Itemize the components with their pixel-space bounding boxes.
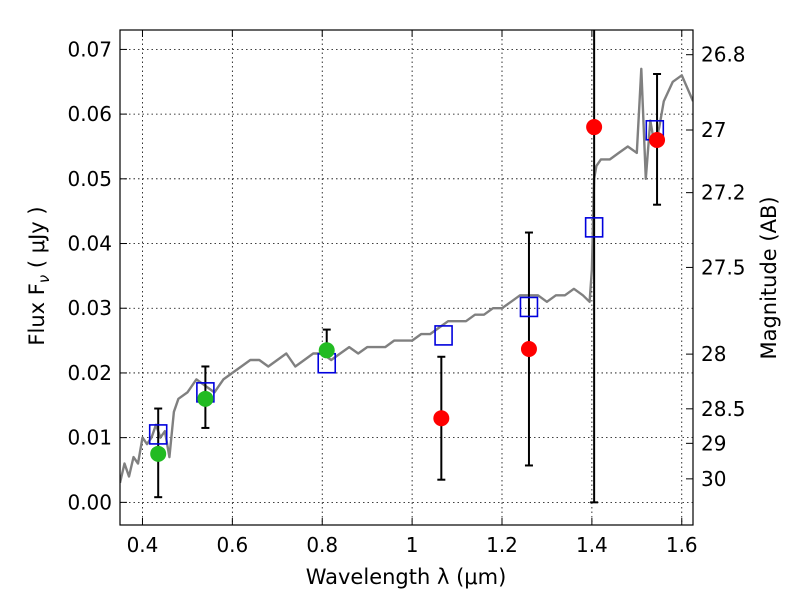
right-axis-label: Magnitude (AB) (757, 196, 781, 359)
y-tick-label: 0.02 (67, 361, 112, 385)
observed-point (197, 390, 214, 407)
model-square (434, 325, 453, 346)
observed-point (150, 445, 167, 462)
x-axis-label: Wavelength λ (μm) (306, 565, 507, 589)
right-tick-label: 29 (701, 431, 726, 455)
y-axis-label-unit: ( μJy ) (25, 206, 49, 274)
observed-point (586, 119, 603, 136)
x-tick-label: 0.6 (216, 533, 248, 557)
tick-labels: 0.4 0.6 0.8 1 1.2 1.4 1.6 0.00 0.01 0.02 0.03 0.04 0… (67, 37, 745, 557)
y-tick-label: 0.04 (67, 232, 112, 256)
observed-point (318, 342, 335, 359)
plot-data (120, 30, 693, 504)
observed-point (520, 341, 537, 357)
axis-ticks (120, 30, 693, 525)
right-tick-label: 27.2 (701, 181, 746, 205)
y-tick-label: 0.05 (67, 167, 112, 191)
right-tick-label: 26.8 (701, 43, 746, 67)
plot-frame (119, 29, 694, 526)
y-tick-label: 0.06 (67, 102, 112, 126)
x-tick-label: 1.6 (666, 533, 698, 557)
y-axis-label-subscript: ν (35, 275, 53, 283)
model-square (519, 296, 539, 318)
observed-point (649, 132, 666, 148)
y-tick-label: 0.00 (67, 490, 112, 514)
grid-lines (120, 30, 693, 525)
y-axis-label: Flux Fν ( μJy ) (25, 206, 53, 345)
x-tick-label: 0.4 (127, 533, 159, 557)
x-tick-label: 1.4 (576, 533, 608, 557)
right-tick-label: 28.5 (701, 397, 746, 421)
observed-point (433, 410, 450, 427)
x-tick-label: 1 (406, 533, 419, 557)
right-tick-label: 28 (701, 342, 726, 366)
right-tick-label: 30 (701, 467, 726, 491)
model-square (584, 217, 604, 238)
y-axis-label-text: Flux F (25, 283, 49, 345)
y-tick-label: 0.03 (67, 296, 112, 320)
right-tick-label: 27 (701, 118, 726, 142)
right-tick-label: 27.5 (701, 255, 746, 279)
model-square (148, 424, 168, 445)
x-tick-label: 0.8 (306, 533, 338, 557)
y-tick-label: 0.01 (67, 426, 112, 450)
x-tick-label: 1.2 (486, 533, 518, 557)
spectrum-line (120, 67, 693, 484)
y-tick-label: 0.07 (67, 37, 112, 61)
